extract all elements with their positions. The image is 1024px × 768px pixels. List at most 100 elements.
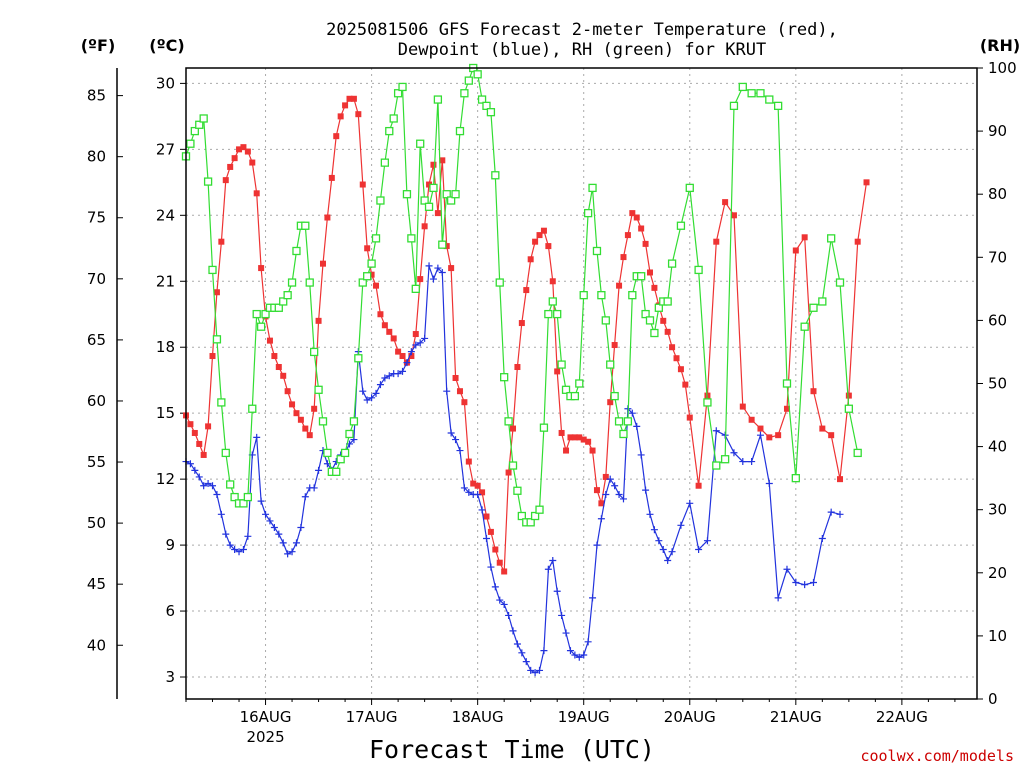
temperature-point — [280, 372, 287, 379]
temperature-point — [783, 405, 790, 412]
temperature-point — [651, 284, 658, 291]
fahrenheit-tick-label: 45 — [87, 575, 106, 593]
dewpoint-point — [244, 532, 252, 540]
rh-point — [654, 303, 663, 312]
dewpoint-point — [209, 482, 217, 490]
dewpoint-point — [518, 649, 526, 657]
dewpoint-point — [376, 381, 384, 389]
temperature-point — [563, 447, 570, 454]
rh-point — [376, 196, 385, 205]
rh-point — [694, 265, 703, 275]
rh-point — [676, 221, 686, 230]
temperature-point — [213, 289, 220, 296]
dewpoint-point — [496, 596, 504, 604]
time-tick-label: 18AUG — [452, 708, 504, 726]
rh-point — [438, 240, 447, 249]
dewpoint-point — [818, 535, 826, 543]
dewpoint-point — [549, 556, 557, 564]
temperature-point — [346, 95, 353, 102]
dewpoint-point — [571, 651, 579, 659]
temperature-point — [205, 423, 212, 430]
dewpoint-point — [412, 341, 420, 349]
temperature-point — [289, 401, 296, 408]
temperature-point — [452, 375, 459, 382]
dewpoint-point — [191, 466, 199, 474]
dewpoint-point — [204, 480, 212, 488]
fahrenheit-tick-label: 50 — [87, 514, 106, 532]
rh-point — [345, 429, 354, 439]
rh-point — [363, 272, 372, 281]
rh-tick-label: 60 — [988, 311, 1007, 329]
fahrenheit-tick-label: 65 — [87, 331, 106, 349]
dewpoint-point — [646, 510, 654, 518]
temperature-point — [187, 421, 194, 428]
temperature-point — [677, 366, 684, 373]
rh-point — [570, 391, 580, 401]
celsius-tick-label: 21 — [156, 272, 175, 290]
temperature-point — [381, 322, 388, 329]
dewpoint-point — [429, 275, 437, 283]
temperature-point — [368, 271, 375, 278]
temperature-point — [580, 436, 587, 443]
rh-point — [380, 158, 390, 167]
temperature-point — [593, 487, 600, 494]
rh-point — [252, 309, 261, 319]
temperature-point — [324, 214, 331, 221]
temperature-point — [629, 210, 636, 217]
fahrenheit-tick-label: 70 — [87, 270, 106, 288]
temperature-point — [258, 265, 265, 272]
rh-point — [310, 347, 319, 357]
dewpoint-point — [712, 427, 720, 435]
temperature-point — [518, 320, 525, 327]
celsius-axis: 30 27 24 21 18 15 12 9 6 3 — [156, 74, 186, 686]
rh-point — [619, 429, 628, 439]
temperature-point — [227, 163, 234, 170]
rh-point — [544, 309, 553, 319]
rh-point — [473, 70, 482, 79]
rh-point — [221, 448, 230, 458]
rh-point — [583, 208, 593, 218]
rh-point — [482, 101, 491, 111]
temperature-point — [297, 416, 304, 423]
series-line-dewpoint — [185, 265, 841, 674]
rh-point — [451, 190, 460, 199]
dewpoint-point — [478, 506, 486, 514]
dewpoint-point — [827, 508, 835, 516]
temperature-point — [523, 287, 530, 294]
celsius-tick-label: 30 — [156, 74, 175, 92]
rh-point — [495, 278, 504, 287]
rh-point — [367, 259, 376, 268]
dewpoint-point — [195, 473, 203, 481]
temperature-point — [695, 482, 702, 489]
temperature-point — [364, 245, 371, 252]
dewpoint-point — [421, 334, 429, 342]
rh-point — [389, 114, 398, 123]
dewpoint-point — [783, 565, 791, 573]
rh-point — [504, 417, 513, 426]
temperature-point — [616, 282, 623, 289]
temperature-point — [748, 416, 755, 423]
time-tick-label: 17AUG — [346, 708, 398, 726]
rh-point — [557, 360, 566, 369]
dewpoint-point — [628, 409, 636, 417]
temperature-point — [673, 355, 680, 362]
rh-point — [597, 291, 606, 300]
temperature-point — [319, 260, 326, 267]
temperature-point — [236, 146, 243, 153]
dewpoint-point — [222, 530, 230, 538]
temperature-point — [496, 559, 503, 566]
dewpoint-point — [739, 458, 747, 466]
rh-point — [340, 448, 350, 458]
temperature-point — [792, 247, 799, 254]
temperature-point — [377, 311, 384, 318]
temperature-point — [439, 157, 446, 164]
rh-point — [535, 505, 544, 514]
temperature-point — [474, 482, 481, 489]
fahrenheit-tick-label: 55 — [87, 453, 106, 471]
temperature-point — [417, 276, 424, 283]
dewpoint-point — [558, 611, 566, 619]
temperature-point — [757, 425, 764, 432]
dewpoint-point — [792, 578, 800, 586]
rh-point — [195, 120, 204, 129]
rh-point — [287, 278, 297, 287]
